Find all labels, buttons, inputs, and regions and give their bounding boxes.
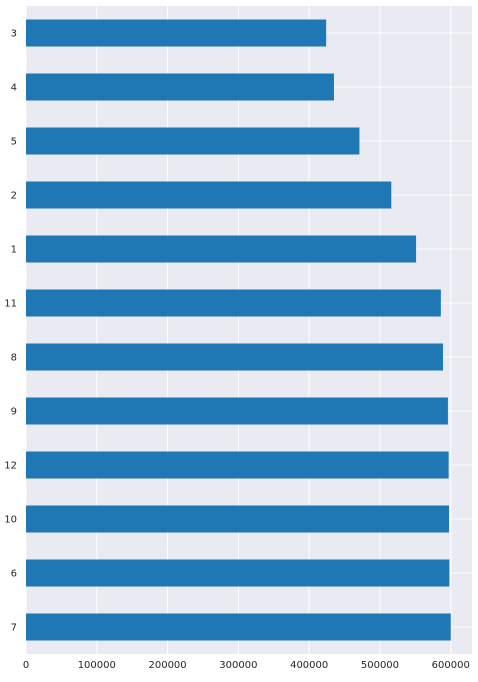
- plot-area: [26, 6, 472, 654]
- y-tick-label: 6: [11, 569, 17, 580]
- bar-4: [26, 73, 334, 101]
- y-tick-label: 10: [4, 515, 17, 526]
- x-tick-label: 200000: [148, 660, 186, 671]
- x-tick-labels: 0 100000 200000 300000 400000 500000 600000: [23, 660, 470, 671]
- y-tick-label: 4: [11, 83, 17, 94]
- bar-3: [26, 19, 327, 47]
- x-tick-label: 100000: [78, 660, 116, 671]
- y-tick-label: 8: [11, 353, 17, 364]
- y-tick-label: 5: [11, 137, 17, 148]
- bar-6: [26, 559, 450, 587]
- bar-1: [26, 235, 417, 263]
- x-tick-label: 500000: [361, 660, 399, 671]
- bar-7: [26, 613, 451, 641]
- bar-11: [26, 289, 441, 317]
- x-tick-label: 400000: [290, 660, 328, 671]
- bar-5: [26, 127, 360, 155]
- x-tick-label: 300000: [219, 660, 257, 671]
- bars: [26, 19, 451, 641]
- y-tick-label: 7: [11, 623, 17, 634]
- y-tick-label: 2: [11, 191, 17, 202]
- y-tick-label: 12: [4, 461, 17, 472]
- x-tick-label: 600000: [432, 660, 470, 671]
- bar-12: [26, 451, 449, 479]
- bar-10: [26, 505, 449, 533]
- y-tick-label: 1: [11, 245, 17, 256]
- y-tick-label: 11: [4, 299, 17, 310]
- bar-8: [26, 343, 443, 371]
- bar-2: [26, 181, 392, 209]
- y-tick-label: 9: [11, 407, 17, 418]
- x-tick-label: 0: [23, 660, 29, 671]
- y-tick-label: 3: [11, 29, 17, 40]
- bar-9: [26, 397, 448, 425]
